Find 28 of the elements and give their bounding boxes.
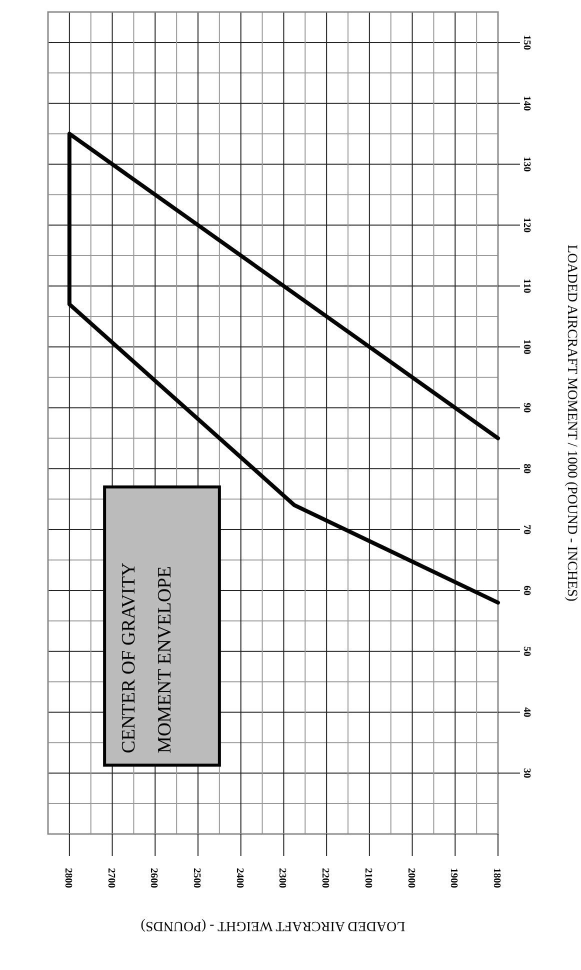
x-tick-label: 2100 xyxy=(362,868,374,888)
y-tick-label: 30 xyxy=(521,768,532,778)
x-tick-label: 1900 xyxy=(448,868,460,888)
x-tick-label: 2800 xyxy=(62,868,74,888)
y-tick-label: 40 xyxy=(521,707,532,718)
x-tick-label: 2000 xyxy=(405,868,416,888)
y-tick-label: 130 xyxy=(521,156,532,172)
y-tick-label: 60 xyxy=(521,585,532,596)
y-tick-label: 150 xyxy=(521,34,532,50)
x-tick-label: 1800 xyxy=(491,868,502,888)
y-tick-label: 140 xyxy=(521,96,532,111)
y-tick-label: 50 xyxy=(521,646,532,656)
x-axis-title: LOADED AIRCRAFT WEIGHT - (POUNDS) xyxy=(140,918,406,933)
y-axis-title: LOADED AIRCRAFT MOMENT / 1000 (POUND - INCHES) xyxy=(564,244,579,602)
x-tick-label: 2600 xyxy=(148,868,160,888)
x-tick-label: 2500 xyxy=(191,868,202,888)
y-tick-label: 80 xyxy=(521,464,532,474)
y-tick-label: 90 xyxy=(521,402,532,413)
annotation: MOMENT ENVELOPE xyxy=(154,566,176,754)
y-tick-label: 110 xyxy=(521,278,532,294)
x-tick-label: 2300 xyxy=(276,868,288,888)
x-tick-label: 2700 xyxy=(105,868,116,888)
x-tick-label: 2200 xyxy=(320,868,331,888)
y-tick-label: 70 xyxy=(521,524,532,535)
y-tick-label: 100 xyxy=(521,339,532,354)
y-tick-label: 120 xyxy=(521,218,532,233)
x-tick-label: 2400 xyxy=(234,868,245,888)
annotation: CENTER OF GRAVITY xyxy=(118,562,140,754)
